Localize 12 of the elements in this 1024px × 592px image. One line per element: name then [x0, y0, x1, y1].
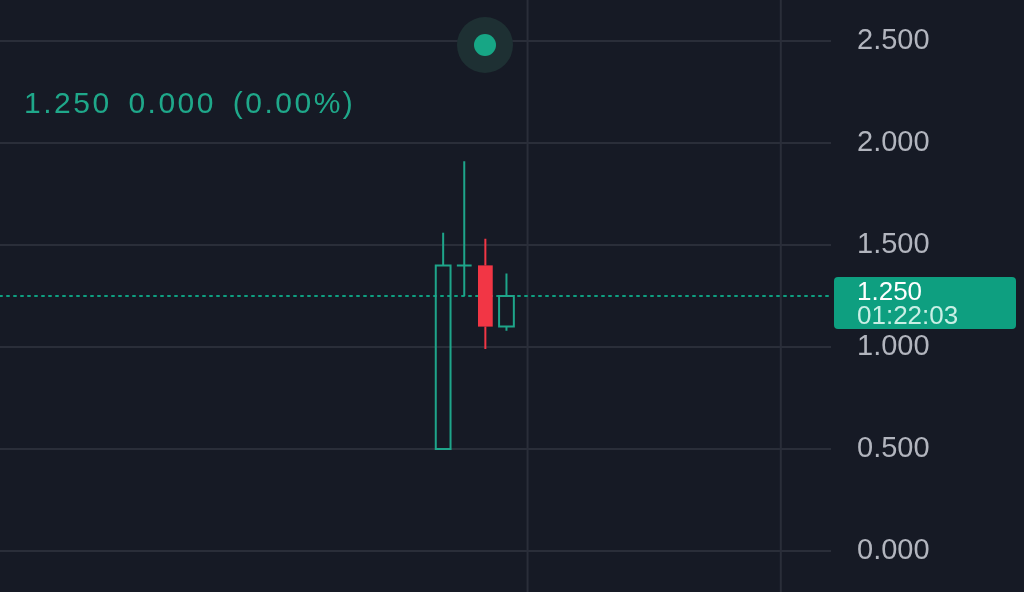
y-tick-label: 0.500: [857, 431, 930, 464]
y-tick-label: 0.000: [857, 533, 930, 566]
y-tick-label: 1.000: [857, 329, 930, 362]
text: 1.250 0.000 (0.00%): [24, 86, 356, 120]
candlestick: [455, 160, 473, 297]
y-tick-label: 2.000: [857, 124, 930, 157]
y-tick-label: 1.500: [857, 226, 930, 259]
candlestick: [498, 272, 515, 332]
y-tick-label: 2.500: [857, 22, 930, 55]
candlestick: [434, 231, 452, 451]
candlestick: [477, 237, 493, 351]
ref-line-label: 1.250 01:22:03: [857, 276, 959, 331]
